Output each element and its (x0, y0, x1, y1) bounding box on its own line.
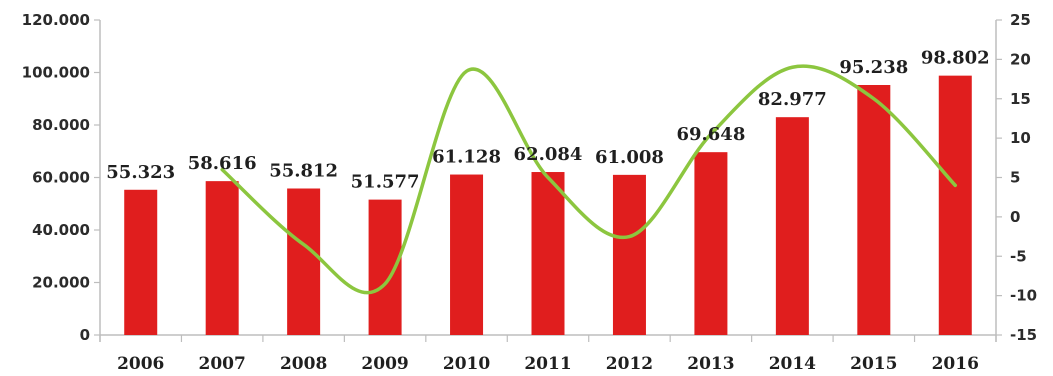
x-tick-label: 2014 (769, 354, 816, 374)
x-tick-label: 2010 (443, 354, 490, 374)
x-tick-label: 2006 (117, 354, 164, 374)
y-right-tick-label: 20 (1010, 50, 1031, 68)
y-right-tick-label: 15 (1010, 90, 1031, 108)
x-tick-label: 2011 (524, 354, 571, 374)
y-right-tick-label: 5 (1010, 169, 1020, 187)
y-left-tick-label: 120.000 (22, 11, 90, 29)
bar-value-label: 58.616 (188, 153, 257, 174)
bars (124, 75, 972, 336)
bar-value-label: 69.648 (676, 124, 745, 145)
x-tick-label: 2013 (687, 354, 734, 374)
data-labels: 55.323 58.616 55.812 51.577 61.128 62.084 61.0… (106, 48, 989, 193)
y-left-tick-label: 80.000 (32, 116, 90, 134)
y-left-tick-label: 60.000 (32, 169, 90, 187)
y-right-tick-label: -5 (1010, 247, 1027, 265)
bar-2006 (124, 189, 158, 335)
bar-value-label: 51.577 (351, 172, 420, 193)
bar-value-label: 82.977 (758, 89, 827, 110)
y-left-tick-label: 0 (80, 326, 90, 344)
growth-line-layer (220, 64, 958, 295)
y-right-tick-label: 25 (1010, 11, 1031, 29)
bar-2007 (205, 181, 239, 335)
y-right-tick-label: -15 (1010, 326, 1037, 344)
bar-value-label: 95.238 (839, 57, 908, 78)
bar-2015 (857, 85, 891, 336)
y-left-tick-label: 40.000 (32, 221, 90, 239)
bar-value-label: 62.084 (514, 144, 583, 165)
bar-2008 (287, 188, 321, 335)
y-right-tick-label: -10 (1010, 287, 1037, 305)
x-tick-label: 2008 (280, 354, 327, 374)
growth-line (220, 64, 958, 295)
bar-2010 (450, 174, 484, 335)
tick-labels: 0 20.000 40.000 60.000 80.000 100.000 120.000 -… (22, 11, 1037, 374)
x-tick-label: 2012 (606, 354, 653, 374)
bar-2012 (612, 174, 646, 335)
x-tick-label: 2016 (932, 354, 979, 374)
bar-2016 (938, 75, 972, 336)
y-right-tick-label: 0 (1010, 208, 1020, 226)
bar-value-label: 61.008 (595, 147, 664, 168)
x-tick-label: 2007 (199, 354, 246, 374)
bar-2014 (775, 117, 809, 336)
y-right-tick-label: 10 (1010, 129, 1031, 147)
bar-2011 (531, 172, 565, 335)
bar-value-label: 55.323 (106, 162, 175, 183)
y-left-tick-label: 20.000 (32, 274, 90, 292)
bar-value-label: 98.802 (921, 48, 990, 69)
bar-value-label: 55.812 (269, 160, 338, 181)
bar-2013 (694, 152, 728, 335)
x-tick-label: 2009 (361, 354, 408, 374)
bar-value-label: 61.128 (432, 147, 501, 168)
y-left-tick-label: 100.000 (22, 64, 90, 82)
x-tick-label: 2015 (850, 354, 897, 374)
